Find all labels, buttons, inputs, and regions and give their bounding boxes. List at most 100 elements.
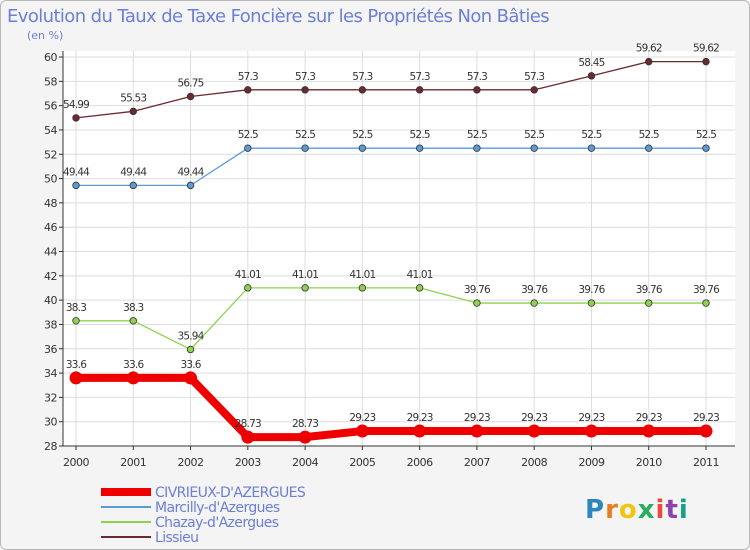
data-point <box>72 114 80 122</box>
y-tick-label: 30 <box>44 416 57 429</box>
series-line <box>75 60 707 119</box>
series-group: 54.99 55.53 56.75 57.3 57.3 57.3 57.3 57.3 57.3 5… <box>63 43 721 444</box>
plot-area <box>63 51 735 446</box>
data-label: 52.5 <box>467 129 487 141</box>
legend-label: CIVRIEUX-D'AZERGUES <box>155 485 306 501</box>
legend-item: Marcilly-d'Azergues <box>101 500 281 516</box>
y-tick-label: 44 <box>44 246 57 259</box>
data-label: 57.3 <box>352 71 372 83</box>
data-point <box>587 72 596 80</box>
data-label: 39.76 <box>636 284 663 296</box>
data-point <box>702 144 710 152</box>
x-tick-label: 2003 <box>235 456 261 469</box>
data-point <box>301 144 309 152</box>
data-label: 39.76 <box>521 284 548 296</box>
data-label: 58.45 <box>578 57 604 69</box>
x-tick-label: 2006 <box>407 456 433 469</box>
chart-title: Evolution du Taux de Taxe Foncière sur l… <box>7 6 549 27</box>
data-point <box>186 92 195 101</box>
legend-item: Chazay-d'Azergues <box>101 515 279 531</box>
data-point <box>298 430 312 444</box>
data-label: 29.23 <box>636 412 662 424</box>
data-label: 52.5 <box>696 129 716 141</box>
x-tick-label: 2005 <box>349 456 375 469</box>
data-label: 57.3 <box>410 71 430 83</box>
data-label: 29.23 <box>407 412 433 424</box>
data-label: 52.5 <box>639 129 659 141</box>
data-label: 52.5 <box>524 129 544 141</box>
y-tick-label: 56 <box>44 100 57 113</box>
data-label: 49.44 <box>120 166 147 178</box>
data-point <box>645 299 653 307</box>
data-point <box>473 144 481 152</box>
data-label: 28.73 <box>235 418 261 430</box>
x-tick-label: 2009 <box>578 456 604 469</box>
x-tick-label: 2011 <box>693 456 719 469</box>
data-point <box>584 424 598 438</box>
data-label: 35.94 <box>178 330 205 342</box>
data-label: 33.6 <box>66 359 87 371</box>
data-point <box>645 144 653 152</box>
data-point <box>473 299 481 307</box>
data-label: 41.01 <box>292 269 318 281</box>
data-point <box>126 371 140 385</box>
data-point <box>527 424 541 438</box>
series-line <box>75 287 707 351</box>
data-label: 29.23 <box>464 412 490 424</box>
y-tick-label: 34 <box>44 367 57 380</box>
data-label: 28.73 <box>292 418 318 430</box>
data-label: 41.01 <box>235 269 261 281</box>
data-point <box>645 57 653 66</box>
legend-label: Lissieu <box>155 530 198 546</box>
data-point <box>415 86 424 94</box>
grid <box>63 51 735 447</box>
y-tick-label: 48 <box>44 197 57 210</box>
data-point <box>301 86 309 94</box>
data-label: 52.5 <box>410 129 430 141</box>
data-point <box>244 284 252 292</box>
data-label: 52.5 <box>352 129 372 141</box>
data-point <box>415 144 424 152</box>
y-tick-label: 52 <box>44 148 57 161</box>
proxiti-logo: Proxiti <box>585 495 688 525</box>
data-label: 29.23 <box>521 412 547 424</box>
data-point <box>186 181 195 190</box>
data-point <box>358 86 367 94</box>
data-label: 29.23 <box>693 412 719 424</box>
y-tick-label: 32 <box>44 391 57 404</box>
x-tick-label: 2010 <box>636 456 662 469</box>
data-point <box>355 424 369 438</box>
series-line <box>75 147 707 187</box>
data-label: 59.62 <box>693 43 719 55</box>
data-point <box>702 57 710 66</box>
data-label: 33.6 <box>123 359 144 371</box>
data-label: 57.3 <box>238 71 258 83</box>
x-tick-label: 2000 <box>63 456 89 469</box>
y-tick-label: 46 <box>44 221 57 234</box>
data-label: 55.53 <box>120 92 146 104</box>
data-point <box>702 299 710 307</box>
series-line <box>72 373 710 442</box>
data-label: 56.75 <box>178 78 204 90</box>
y-tick-label: 38 <box>44 318 57 331</box>
data-point <box>69 371 83 385</box>
y-tick-label: 54 <box>44 124 57 137</box>
y-tick-label: 36 <box>44 343 57 356</box>
y-tick-label: 60 <box>44 51 57 64</box>
axes: 28 30 32 34 36 38 40 42 44 46 48 50 52 54 56 58 60 2000 20… <box>44 51 735 469</box>
data-label: 41.01 <box>407 269 433 281</box>
data-point <box>241 430 255 444</box>
y-tick-label: 28 <box>44 440 57 453</box>
data-point <box>642 424 656 438</box>
data-label: 52.5 <box>295 129 315 141</box>
data-label: 52.5 <box>581 129 601 141</box>
legend-item: CIVRIEUX-D'AZERGUES <box>101 485 306 501</box>
data-label: 38.3 <box>123 302 143 314</box>
data-point <box>415 284 424 292</box>
y-tick-label: 40 <box>44 294 57 307</box>
data-label: 33.6 <box>180 359 201 371</box>
data-point <box>530 86 538 94</box>
data-label: 38.3 <box>66 302 86 314</box>
